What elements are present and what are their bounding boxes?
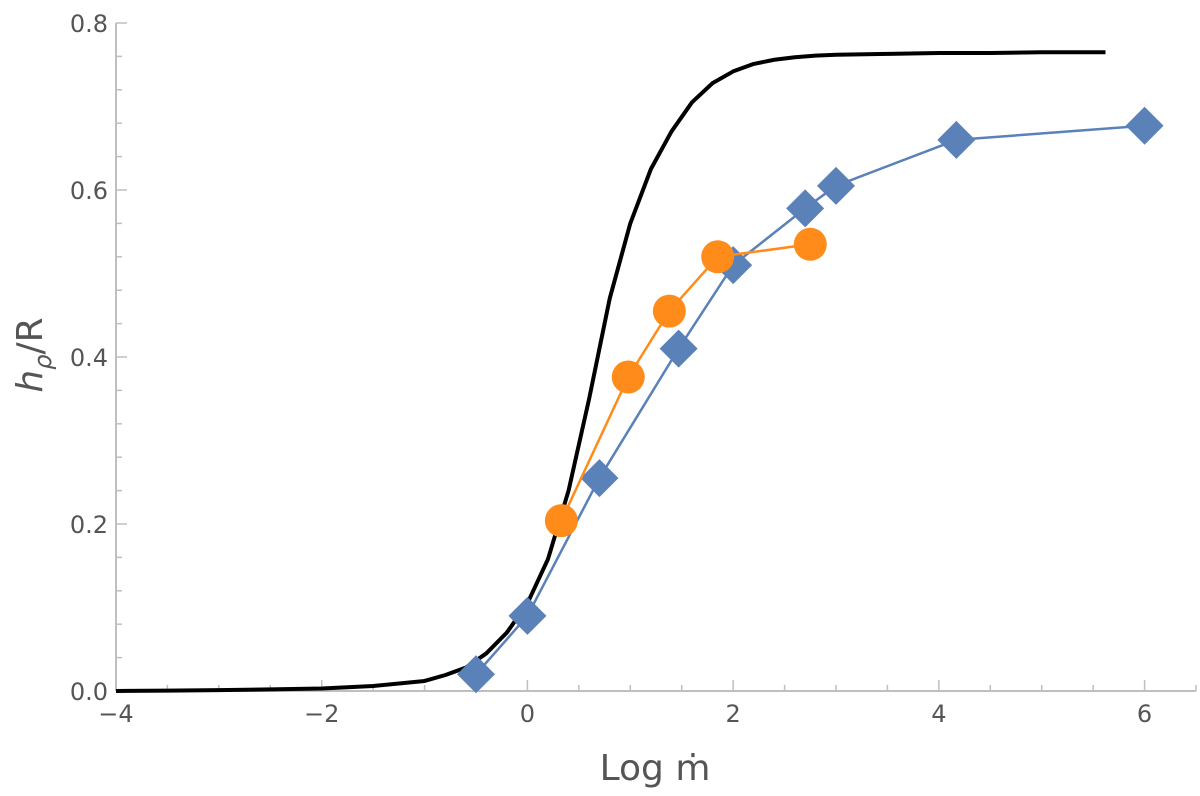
data-point-diamond xyxy=(937,120,976,159)
data-point-circle xyxy=(544,504,578,538)
data-point-circle xyxy=(793,227,827,261)
series-layer xyxy=(115,50,1164,694)
x-tick-label: −2 xyxy=(304,700,339,728)
y-tick-label: 0.0 xyxy=(70,678,108,706)
y-axis-title: hρ/R xyxy=(10,317,57,392)
series-diamond xyxy=(457,106,1164,694)
y-tick-label: 0.8 xyxy=(70,10,108,38)
x-tick-label: 6 xyxy=(1137,700,1152,728)
y-axis-title-sub: ρ xyxy=(29,355,57,370)
data-point-circle xyxy=(652,294,686,328)
data-point-diamond xyxy=(817,166,855,205)
x-tick-label: 0 xyxy=(520,700,535,728)
data-point-circle xyxy=(701,240,735,274)
x-tick-label: 4 xyxy=(931,700,946,728)
x-tick-label: −4 xyxy=(98,700,133,728)
data-point-diamond xyxy=(457,655,495,694)
y-tick-label: 0.2 xyxy=(70,511,108,539)
y-axis-title-suffix: /R xyxy=(10,317,51,354)
data-point-circle xyxy=(611,360,645,394)
data-point-diamond xyxy=(786,189,825,228)
data-point-diamond xyxy=(659,329,698,368)
data-point-diamond xyxy=(580,459,619,498)
x-tick-label: 2 xyxy=(726,700,741,728)
x-axis-title: Log ṁ xyxy=(600,748,711,789)
axes: −4 −2 0 2 4 6 0.0 0.2 0.4 0.6 0.8 xyxy=(70,10,1197,728)
data-point-diamond xyxy=(1125,106,1164,145)
y-axis-title-main: h xyxy=(10,370,51,393)
ticks: −4 −2 0 2 4 6 0.0 0.2 0.4 0.6 0.8 xyxy=(70,10,1197,728)
y-tick-label: 0.4 xyxy=(70,344,108,372)
series-none xyxy=(115,50,1106,693)
series-line xyxy=(115,50,1106,693)
y-tick-label: 0.6 xyxy=(70,177,108,205)
series-circle xyxy=(544,227,827,538)
data-point-diamond xyxy=(508,596,547,635)
